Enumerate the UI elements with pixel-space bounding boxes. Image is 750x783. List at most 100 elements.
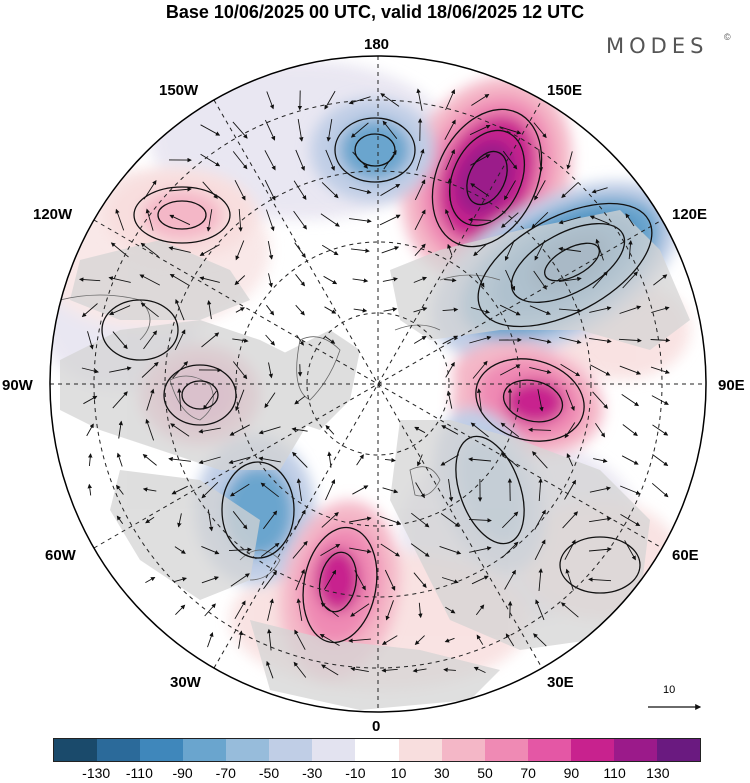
wind-vector	[87, 331, 94, 350]
wind-vector	[415, 482, 425, 499]
wind-vector	[624, 540, 636, 561]
wind-vector	[174, 329, 186, 351]
wind-vector	[234, 275, 246, 286]
wind-vector	[264, 119, 276, 141]
wind-vector	[175, 604, 186, 616]
wind-vector	[470, 183, 490, 197]
wind-vector	[620, 485, 641, 495]
wind-vector	[268, 362, 274, 379]
wind-vector	[588, 547, 612, 552]
lon-label-120w: 120W	[33, 206, 73, 223]
wind-vector	[350, 248, 370, 253]
wind-vector	[414, 426, 426, 434]
colorbar-label: -10	[345, 765, 366, 781]
wind-vector	[296, 598, 303, 621]
wind-vector	[235, 389, 245, 412]
wind-vector	[321, 244, 339, 256]
wind-vector	[140, 302, 159, 318]
wind-vector	[234, 179, 246, 201]
wind-vector	[198, 427, 221, 434]
wind-vector	[229, 424, 250, 436]
wind-vector	[414, 243, 426, 257]
wind-vector	[447, 243, 453, 256]
colorbar-swatch-2	[140, 739, 184, 761]
wind-vector	[198, 456, 221, 465]
wind-vector	[566, 151, 573, 170]
wind-vector	[448, 479, 454, 502]
wind-vector	[413, 336, 427, 344]
wind-vector	[172, 361, 189, 379]
wind-vector	[538, 478, 543, 502]
wind-vector	[292, 451, 308, 468]
map-boundary	[49, 55, 707, 713]
colorbar-swatch-9	[441, 739, 485, 761]
colorbar-swatch-14	[656, 739, 700, 761]
wind-vector	[589, 337, 612, 344]
wind-vector	[169, 273, 190, 286]
wind-vector	[379, 515, 402, 525]
colorbar-swatch-7	[355, 739, 399, 761]
wind-vector	[229, 483, 250, 497]
wind-vector	[232, 511, 248, 530]
wind-vector	[595, 422, 606, 438]
wind-vector	[651, 306, 670, 313]
colorbar-swatch-12	[570, 739, 614, 761]
wind-vector	[382, 487, 399, 494]
wind-vector	[145, 418, 155, 441]
wind-vector	[385, 600, 394, 621]
wind-vector	[628, 240, 633, 260]
wind-vector	[142, 487, 157, 492]
colorbar-label: 50	[477, 765, 493, 781]
wind-vector	[356, 454, 364, 466]
wind-vector	[476, 634, 484, 645]
wind-vector	[380, 543, 400, 557]
wind-vector	[653, 274, 668, 286]
wind-vector	[410, 543, 430, 557]
wind-vector	[380, 93, 400, 107]
colorbar-label: -70	[215, 765, 236, 781]
wind-vector	[295, 149, 305, 171]
wind-vector	[232, 121, 248, 139]
wind-vector	[297, 119, 304, 142]
wind-vector	[537, 389, 544, 412]
wind-vector	[228, 456, 251, 465]
wind-vector	[560, 602, 579, 618]
wind-vector	[439, 545, 462, 555]
wind-vector	[383, 307, 398, 312]
wind-vector	[531, 211, 549, 229]
wind-vector	[471, 575, 489, 585]
wind-vector	[592, 391, 609, 409]
wind-vector	[325, 149, 335, 171]
colorbar-swatch-5	[269, 739, 313, 761]
wind-vector	[325, 336, 336, 344]
wind-vector	[382, 277, 398, 282]
wind-vector	[559, 276, 582, 283]
wind-vector	[528, 427, 552, 432]
wind-vector	[382, 120, 398, 139]
wind-vector	[444, 277, 457, 283]
wind-vector	[238, 630, 244, 649]
wind-vector	[413, 306, 428, 313]
colorbar-label: 30	[434, 765, 450, 781]
wind-vector	[411, 512, 430, 528]
colorbar-label: -110	[125, 765, 153, 781]
wind-vector	[533, 633, 547, 647]
wind-vector	[380, 183, 401, 196]
wind-vector	[296, 334, 304, 346]
wind-vector	[384, 569, 396, 591]
wind-vector	[143, 180, 157, 200]
colorbar-label: 10	[390, 765, 407, 781]
wind-vector	[295, 304, 305, 316]
wind-vector	[505, 269, 516, 291]
wind-vector	[171, 485, 188, 495]
wind-vector	[650, 366, 670, 374]
wind-vector	[468, 518, 492, 523]
wind-vector	[258, 456, 281, 463]
wind-vector	[169, 214, 191, 226]
wind-vector	[561, 182, 579, 199]
wind-vector	[566, 453, 574, 467]
wind-vector	[472, 360, 488, 379]
wind-vector	[235, 240, 245, 261]
wind-vector	[618, 338, 642, 343]
